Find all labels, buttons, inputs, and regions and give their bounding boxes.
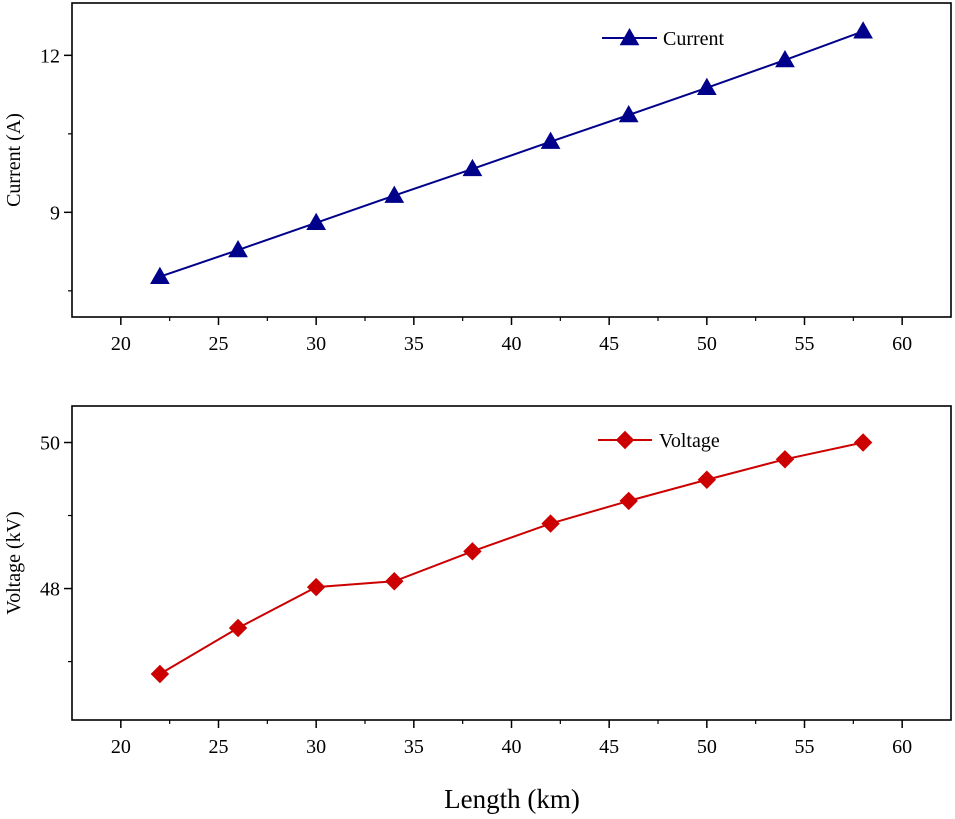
voltage-y-axis: 48 50 — [40, 433, 72, 663]
voltage-data-point — [541, 514, 560, 533]
current-legend-label: Current — [663, 28, 725, 50]
current-x-axis: 20 25 30 35 40 45 50 55 60 — [111, 317, 912, 355]
voltage-data-point — [619, 491, 638, 511]
current-data-point — [618, 104, 639, 123]
current-data-point — [853, 21, 873, 39]
current-data-point — [696, 77, 717, 96]
current-y-tick-label: 9 — [50, 202, 60, 224]
current-y-tick-label: 12 — [40, 45, 60, 67]
voltage-x-axis: 20 25 30 35 40 45 50 55 60 — [111, 720, 912, 758]
voltage-y-axis-label: Voltage (kV) — [3, 511, 25, 615]
current-x-tick-label: 50 — [697, 333, 717, 355]
current-y-axis-label: Current (A) — [3, 113, 25, 207]
current-data-point — [150, 266, 170, 284]
voltage-x-tick-label: 30 — [306, 736, 326, 758]
current-data-point — [228, 240, 248, 258]
current-series-line — [159, 30, 864, 278]
current-x-tick-label: 60 — [892, 333, 912, 355]
current-data-point — [306, 212, 327, 231]
current-x-tick-label: 40 — [502, 333, 522, 355]
current-legend-marker — [619, 27, 640, 46]
current-data-point — [462, 158, 483, 177]
voltage-legend-label: Voltage — [659, 430, 720, 452]
voltage-x-tick-label: 60 — [892, 736, 912, 758]
voltage-data-point — [228, 618, 248, 638]
voltage-series-layer — [150, 433, 873, 684]
current-data-point — [775, 50, 795, 68]
voltage-data-point — [853, 433, 873, 452]
voltage-data-point — [385, 572, 404, 591]
voltage-x-tick-label: 40 — [502, 736, 522, 758]
voltage-chart: 48 50 20 25 30 35 40 45 50 55 60 Voltage Voltage … — [3, 405, 952, 758]
current-x-tick-label: 35 — [404, 333, 424, 355]
voltage-data-point — [463, 542, 482, 561]
voltage-y-tick-label: 50 — [40, 433, 60, 455]
voltage-data-point — [306, 577, 326, 597]
current-x-tick-label: 45 — [599, 333, 619, 355]
voltage-legend-marker — [615, 430, 635, 450]
current-data-point — [384, 185, 405, 203]
voltage-x-tick-label: 50 — [697, 736, 717, 758]
voltage-x-tick-label: 20 — [111, 736, 131, 758]
voltage-data-point — [697, 470, 717, 489]
voltage-data-point — [775, 450, 795, 469]
current-data-point — [540, 131, 561, 149]
current-x-tick-label: 25 — [209, 333, 229, 355]
voltage-data-point — [150, 664, 170, 684]
voltage-x-tick-label: 25 — [209, 736, 229, 758]
current-plot-frame — [71, 2, 952, 318]
current-x-tick-label: 20 — [111, 333, 131, 355]
current-series-layer — [150, 21, 873, 284]
current-y-axis: 9 12 — [40, 45, 72, 292]
current-chart: 9 12 20 25 30 35 40 45 50 55 60 Current Current (… — [3, 2, 952, 355]
voltage-series-line — [159, 441, 864, 675]
voltage-x-tick-label: 55 — [795, 736, 815, 758]
voltage-x-tick-label: 45 — [599, 736, 619, 758]
x-axis-label: Length (km) — [444, 784, 580, 814]
current-legend: Current — [602, 27, 725, 50]
voltage-legend: Voltage — [598, 430, 720, 452]
voltage-x-tick-label: 35 — [404, 736, 424, 758]
voltage-plot-frame — [71, 405, 952, 721]
voltage-y-tick-label: 48 — [40, 579, 60, 601]
current-x-tick-label: 55 — [795, 333, 815, 355]
current-x-tick-label: 30 — [306, 333, 326, 355]
